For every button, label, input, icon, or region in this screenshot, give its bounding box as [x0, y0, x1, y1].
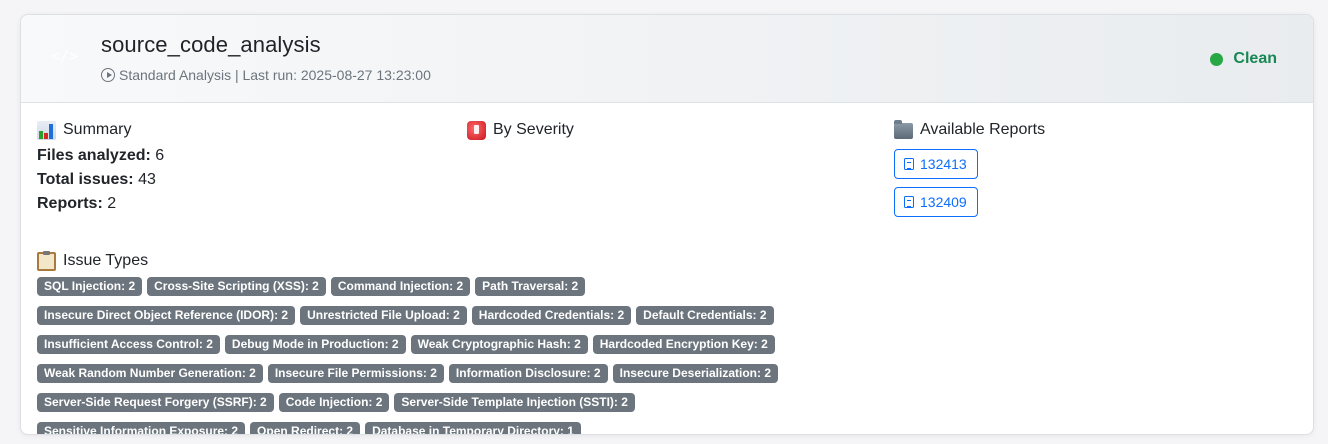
analysis-subtitle: Standard Analysis | Last run: 2025-08-27… [101, 67, 431, 83]
stat-value: 2 [107, 195, 117, 212]
clipboard-icon [37, 250, 56, 271]
analysis-meta: Standard Analysis | Last run: 2025-08-27… [119, 67, 431, 83]
issue-type-list: SQL Injection: 2 Cross-Site Scripting (X… [37, 277, 827, 434]
stat-reports: Reports: 2 [37, 195, 164, 213]
issue-badge: Hardcoded Encryption Key: 2 [592, 335, 775, 354]
report-button-132413[interactable]: 132413 [894, 149, 978, 179]
issue-badge: Hardcoded Credentials: 2 [471, 306, 632, 325]
severity-title: By Severity [493, 121, 574, 138]
issue-badge: Open Redirect: 2 [250, 422, 361, 434]
issue-badge: SQL Injection: 2 [37, 277, 143, 296]
stat-label: Files analyzed: [37, 147, 151, 164]
issue-badge: Weak Random Number Generation: 2 [37, 364, 263, 383]
issue-badge: Insufficient Access Control: 2 [37, 335, 220, 354]
status-dot-icon [1210, 52, 1224, 66]
analysis-title: source_code_analysis [101, 32, 321, 57]
issue-badge: Information Disclosure: 2 [448, 364, 608, 383]
reports-section: Available Reports 132413 132409 [894, 119, 1045, 217]
issue-types-section: Issue Types SQL Injection: 2 Cross-Site … [37, 250, 837, 434]
summary-section: Summary Files analyzed: 6 Total issues: … [37, 119, 164, 213]
summary-heading: Summary [37, 119, 164, 141]
stat-label: Total issues: [37, 171, 134, 188]
stat-value: 43 [138, 171, 156, 188]
stat-value: 6 [155, 147, 165, 164]
issue-badge: Unrestricted File Upload: 2 [300, 306, 467, 325]
document-icon [904, 158, 914, 170]
summary-title: Summary [63, 121, 132, 138]
stat-files-analyzed: Files analyzed: 6 [37, 147, 164, 165]
issue-types-heading: Issue Types [37, 250, 837, 272]
status-label: Clean [1233, 50, 1277, 67]
analysis-card: </> source_code_analysis Standard Analys… [20, 14, 1314, 435]
report-label: 132413 [920, 156, 967, 172]
issue-badge: Code Injection: 2 [278, 393, 390, 412]
issue-badge: Sensitive Information Exposure: 2 [37, 422, 246, 434]
issue-badge: Debug Mode in Production: 2 [224, 335, 406, 354]
report-label: 132409 [920, 194, 967, 210]
stat-total-issues: Total issues: 43 [37, 171, 164, 189]
issue-types-title: Issue Types [63, 252, 149, 269]
issue-badge: Insecure File Permissions: 2 [267, 364, 444, 383]
issue-badge: Insecure Direct Object Reference (IDOR):… [37, 306, 296, 325]
issue-badge: Database in Temporary Directory: 1 [365, 422, 581, 434]
issue-badge: Path Traversal: 2 [475, 277, 586, 296]
siren-icon [467, 120, 486, 140]
document-icon [904, 196, 914, 208]
play-circle-icon [101, 68, 115, 82]
issue-badge: Weak Cryptographic Hash: 2 [410, 335, 588, 354]
severity-heading: By Severity [467, 119, 574, 141]
issue-badge: Command Injection: 2 [330, 277, 471, 296]
code-icon: </> [51, 47, 79, 65]
severity-section: By Severity [467, 119, 574, 141]
report-button-132409[interactable]: 132409 [894, 187, 978, 217]
stat-label: Reports: [37, 195, 103, 212]
bar-chart-icon [37, 120, 56, 140]
reports-title: Available Reports [920, 121, 1046, 138]
issue-badge: Server-Side Request Forgery (SSRF): 2 [37, 393, 274, 412]
issue-badge: Insecure Deserialization: 2 [612, 364, 779, 383]
issue-badge: Default Credentials: 2 [636, 306, 774, 325]
issue-badge: Server-Side Template Injection (SSTI): 2 [394, 393, 635, 412]
reports-heading: Available Reports [894, 119, 1045, 141]
card-header: </> source_code_analysis Standard Analys… [21, 15, 1313, 103]
issue-badge: Cross-Site Scripting (XSS): 2 [147, 277, 326, 296]
status-badge: Clean [1210, 50, 1277, 68]
folder-icon [894, 120, 913, 139]
